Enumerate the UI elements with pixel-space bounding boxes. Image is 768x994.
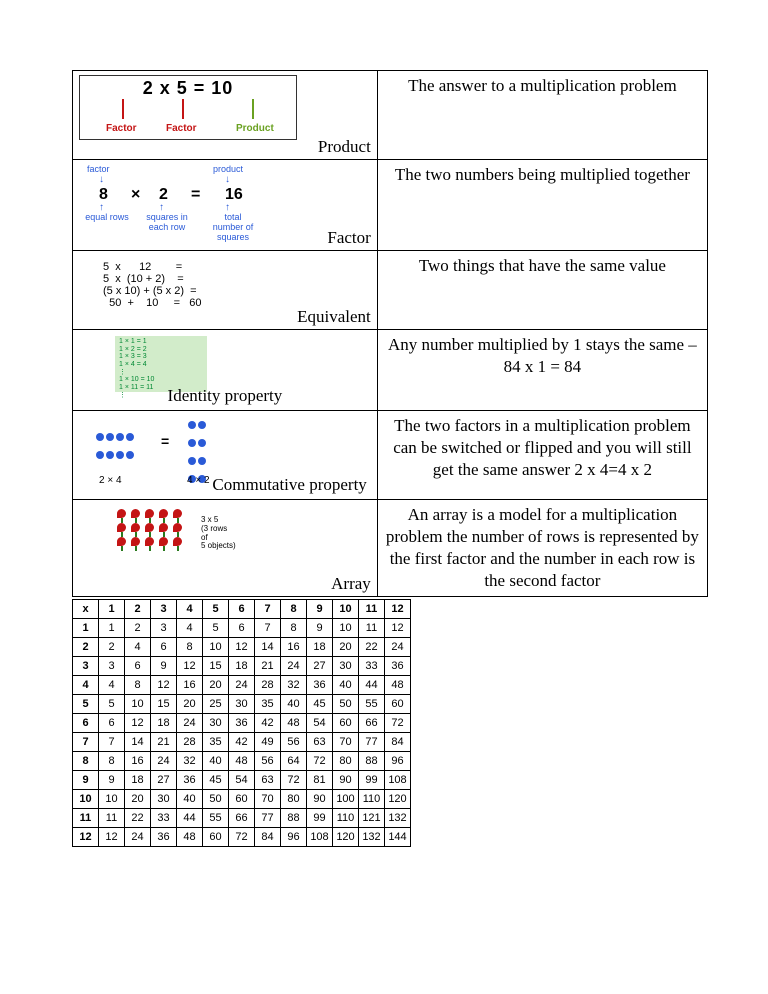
term-identity: Identity property: [168, 386, 283, 405]
row5-figure-cell: Commutative property =2 × 44 × 2: [73, 411, 378, 500]
multiplication-table: x123456789101112112345678910111222468101…: [72, 599, 411, 847]
row2-figure-cell: factor↓product↓8×2=16↑↑↑equal rowssquare…: [73, 160, 378, 251]
row6-figure-cell: 3 x 5(3 rowsof5 objects) Array: [73, 500, 378, 597]
def-array: An array is a model for a multiplication…: [377, 500, 707, 597]
row3-figure-cell: 5 x 12 =5 x (10 + 2) =(5 x 10) + (5 x 2)…: [73, 251, 378, 330]
def-equivalent: Two things that have the same value: [377, 251, 707, 330]
worksheet-page: 2 x 5 = 10 FactorFactorProduct Product T…: [0, 0, 768, 877]
term-factor: Factor: [327, 228, 370, 248]
term-product: Product: [318, 137, 371, 157]
vocab-table: 2 x 5 = 10 FactorFactorProduct Product T…: [72, 70, 708, 597]
term-commutative: Commutative property: [212, 475, 366, 495]
mult-table-wrapper: x123456789101112112345678910111222468101…: [72, 599, 708, 847]
row4-figure-cell: 1 × 1 = 11 × 2 = 21 × 3 = 31 × 4 = 4⋮1 ×…: [73, 330, 378, 411]
def-identity: Any number multiplied by 1 stays the sam…: [377, 330, 707, 411]
row1-equation: 2 x 5 = 10: [88, 78, 288, 99]
term-array: Array: [331, 574, 371, 594]
def-product: The answer to a multiplication problem: [377, 71, 707, 160]
def-factor: The two numbers being multiplied togethe…: [377, 160, 707, 251]
row1-figure-cell: 2 x 5 = 10 FactorFactorProduct Product: [73, 71, 378, 160]
def-commutative: The two factors in a multiplication prob…: [377, 411, 707, 500]
term-equivalent: Equivalent: [297, 307, 371, 327]
